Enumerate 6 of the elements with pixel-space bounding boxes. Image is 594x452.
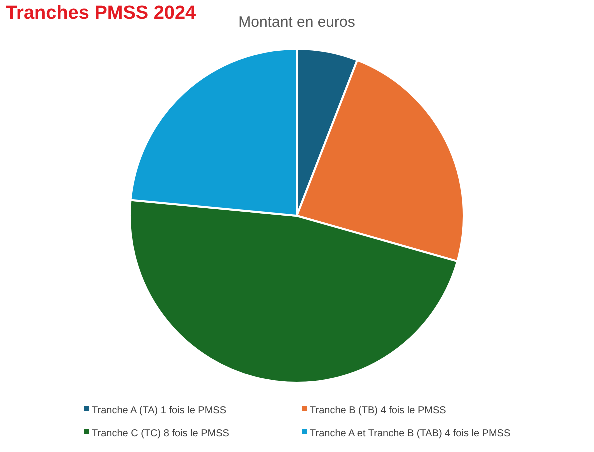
legend-label: Tranche A et Tranche B (TAB) 4 fois le PMSS	[310, 428, 511, 440]
chart-title: Tranches PMSS 2024	[6, 3, 197, 24]
legend-label: Tranche A (TA) 1 fois le PMSS	[92, 406, 227, 417]
legend-label: Tranche B (TB) 4 fois le PMSS	[310, 406, 447, 417]
legend-label: Tranche C (TC) 8 fois le PMSS	[92, 428, 230, 440]
chart-subtitle: Montant en euros	[238, 14, 356, 31]
